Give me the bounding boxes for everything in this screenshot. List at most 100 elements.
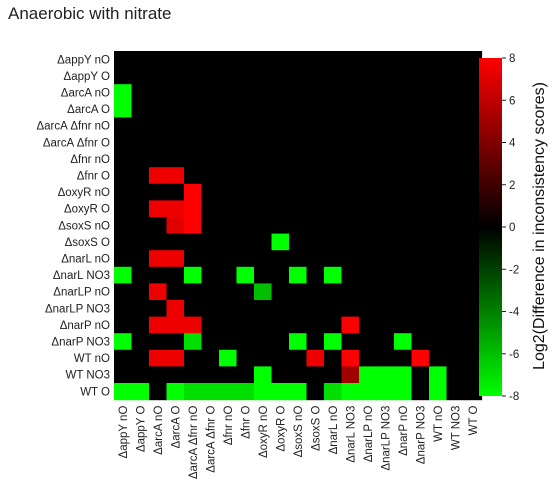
heatmap-cell [184, 51, 203, 69]
heatmap-cell [376, 150, 395, 168]
heatmap-cell [184, 266, 203, 284]
heatmap-cell [184, 217, 203, 235]
heatmap-cell [341, 217, 360, 235]
heatmap-cell [236, 283, 255, 301]
heatmap-cell [219, 383, 238, 401]
heatmap-cell [429, 383, 448, 401]
row-label: ΔarcA Δfnr O [43, 137, 110, 149]
heatmap-cell [254, 67, 273, 85]
heatmap-cell [166, 233, 185, 251]
heatmap-cell [149, 150, 168, 168]
heatmap-cell [166, 167, 185, 185]
heatmap-cell [341, 316, 360, 334]
heatmap-cell [411, 51, 430, 69]
heatmap-cell [306, 333, 325, 351]
heatmap-cell [411, 233, 430, 251]
heatmap-cell [289, 167, 308, 185]
heatmap-cell [306, 100, 325, 118]
heatmap-cell [341, 233, 360, 251]
heatmap-cell [254, 84, 273, 102]
heatmap-cell [464, 150, 483, 168]
heatmap-cell [254, 266, 273, 284]
heatmap-cell [219, 84, 238, 102]
heatmap-cell [359, 349, 378, 367]
heatmap-cell [236, 117, 255, 135]
heatmap-cell [271, 117, 290, 135]
row-labels: ΔappY nO ΔappY O ΔarcA nO ΔarcA O ΔarcA Δfnr… [36, 54, 110, 398]
heatmap-cell [376, 333, 395, 351]
row-label: ΔoxyR nO [58, 187, 110, 199]
heatmap-cell [324, 366, 343, 384]
heatmap-cell [254, 316, 273, 334]
heatmap-cell [411, 134, 430, 152]
heatmap-cell [306, 233, 325, 251]
heatmap-cell [131, 233, 150, 251]
heatmap-cell [446, 183, 465, 201]
heatmap-cell [341, 366, 360, 384]
colorbar-ticks: 8 6 4 2 0 -2 -4 -6 -8 [502, 53, 520, 403]
heatmap-cell [271, 233, 290, 251]
heatmap-cell [464, 183, 483, 201]
heatmap-cell [359, 200, 378, 218]
heatmap-cell [376, 283, 395, 301]
heatmap-cell [201, 300, 220, 318]
heatmap-cell [341, 383, 360, 401]
heatmap-cell [376, 100, 395, 118]
heatmap-cell [324, 84, 343, 102]
heatmap-cell [254, 134, 273, 152]
heatmap-cell [236, 84, 255, 102]
heatmap-cell [289, 67, 308, 85]
heatmap-cell [394, 300, 413, 318]
heatmap-cell [201, 117, 220, 135]
heatmap-cell [131, 67, 150, 85]
heatmap-cell [149, 316, 168, 334]
heatmap-cell [184, 300, 203, 318]
heatmap-cell [114, 349, 133, 367]
heatmap-cell [429, 51, 448, 69]
heatmap-cell [446, 150, 465, 168]
heatmap-cell [411, 316, 430, 334]
heatmap-cell [201, 333, 220, 351]
colorbar-tick-label: -4 [509, 307, 520, 319]
heatmap-cell [254, 366, 273, 384]
heatmap-cell [166, 84, 185, 102]
heatmap-cell [166, 200, 185, 218]
heatmap-cell [446, 134, 465, 152]
column-label: ΔnarP NO3 [415, 406, 427, 465]
heatmap-cell [131, 200, 150, 218]
heatmap-cell [464, 51, 483, 69]
row-label: WT NO3 [65, 370, 110, 382]
heatmap-cell [166, 383, 185, 401]
heatmap-cell [341, 183, 360, 201]
heatmap-cell [166, 150, 185, 168]
heatmap-cell [341, 300, 360, 318]
heatmap-cell [166, 217, 185, 235]
heatmap-cell [166, 250, 185, 268]
heatmap-cell [341, 167, 360, 185]
heatmap-cell [446, 117, 465, 135]
colorbar-tick-label: 0 [509, 222, 515, 234]
heatmap-cell [184, 84, 203, 102]
heatmap-cell [289, 366, 308, 384]
heatmap-cell [429, 117, 448, 135]
heatmap-cell [236, 51, 255, 69]
heatmap-cell [359, 283, 378, 301]
heatmap-cell [184, 150, 203, 168]
heatmap-cell [219, 250, 238, 268]
row-label: ΔnarP nO [60, 320, 110, 332]
heatmap-cell [376, 84, 395, 102]
heatmap-cell [254, 167, 273, 185]
heatmap-cell [236, 200, 255, 218]
heatmap-cell [219, 283, 238, 301]
heatmap-cell [411, 167, 430, 185]
heatmap-cell [376, 183, 395, 201]
heatmap-cell [271, 51, 290, 69]
heatmap-cell [359, 183, 378, 201]
heatmap-cell [131, 300, 150, 318]
heatmap-cell [341, 150, 360, 168]
row-label: Δfnr O [77, 171, 110, 183]
row-label: ΔarcA Δfnr nO [36, 121, 110, 133]
heatmap-cell [324, 383, 343, 401]
heatmap-cell [149, 383, 168, 401]
heatmap-cell [219, 117, 238, 135]
